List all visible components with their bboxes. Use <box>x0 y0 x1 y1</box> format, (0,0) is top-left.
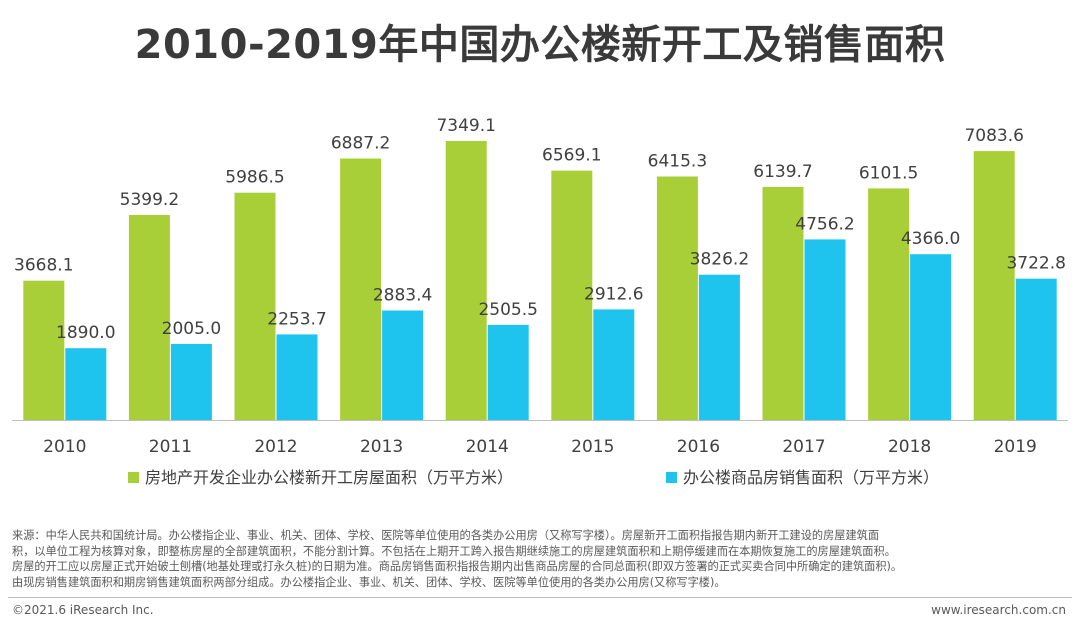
bar-new-construction-2015 <box>551 170 593 420</box>
chart-title: 2010-2019年中国办公楼新开工及销售面积 <box>134 22 946 68</box>
data-label: 6569.1 <box>542 146 601 166</box>
x-tick-label: 2019 <box>994 437 1037 457</box>
data-label: 2253.7 <box>267 309 326 329</box>
website-url: www.iresearch.com.cn <box>931 603 1066 617</box>
data-label: 4366.0 <box>901 229 960 249</box>
source-footnote: 来源：中华人民共和国统计局。办公楼指企业、事业、机关、团体、学校、医院等单位使用… <box>12 528 1068 590</box>
bar-new-construction-2013 <box>340 158 382 420</box>
footnote-line: 来源：中华人民共和国统计局。办公楼指企业、事业、机关、团体、学校、医院等单位使用… <box>12 529 880 542</box>
x-tick-label: 2014 <box>466 437 509 457</box>
bar-new-construction-2017 <box>762 186 804 420</box>
data-label: 7083.6 <box>964 126 1023 146</box>
legend-label: 办公楼商品房销售面积（万平方米） <box>683 468 939 487</box>
bar-new-construction-2016 <box>656 176 698 420</box>
x-tick-label: 2011 <box>149 437 192 457</box>
data-label: 2505.5 <box>478 300 537 320</box>
data-label: 7349.1 <box>436 116 495 136</box>
data-label: 3826.2 <box>690 250 749 270</box>
footnote-line: 由现房销售建筑面积和期房销售建筑面积两部分组成。办公楼指企业、事业、机关、团体、… <box>12 575 726 589</box>
x-tick-label: 2018 <box>888 437 931 457</box>
x-tick-label: 2013 <box>360 437 403 457</box>
bar-sales-2015 <box>593 309 635 420</box>
legend-swatch-sales <box>666 472 677 483</box>
data-label: 2883.4 <box>373 286 432 306</box>
bar-sales-2010 <box>65 348 107 420</box>
bar-sales-2019 <box>1015 278 1057 420</box>
bar-new-construction-2014 <box>445 141 487 420</box>
bar-new-construction-2010 <box>23 280 65 420</box>
x-tick-label: 2016 <box>677 437 720 457</box>
data-label: 6887.2 <box>331 134 390 154</box>
legend-swatch-new-construction <box>128 472 139 483</box>
bar-new-construction-2019 <box>973 151 1015 420</box>
data-label: 5986.5 <box>225 168 284 188</box>
bar-new-construction-2012 <box>234 192 276 420</box>
bar-sales-2017 <box>804 239 846 420</box>
x-tick-label: 2017 <box>782 437 825 457</box>
bar-new-construction-2011 <box>128 215 170 420</box>
bar-sales-2014 <box>487 324 529 420</box>
footer-divider <box>8 597 1072 598</box>
data-label: 4756.2 <box>795 214 854 234</box>
data-label: 2912.6 <box>584 284 643 304</box>
footnote-line: 房屋的开工应以房屋正式开始破土刨槽(地基处理或打永久桩)的日期为准。商品房销售面… <box>12 560 903 573</box>
bar-sales-2011 <box>170 343 212 420</box>
bar-new-construction-2018 <box>868 188 910 420</box>
data-label: 3722.8 <box>1006 254 1065 274</box>
x-tick-label: 2010 <box>43 437 86 457</box>
data-label: 6101.5 <box>859 163 918 183</box>
data-label: 1890.0 <box>56 323 115 343</box>
copyright: ©2021.6 iResearch Inc. <box>12 603 154 617</box>
data-label: 3668.1 <box>14 256 73 276</box>
bar-sales-2018 <box>910 254 952 420</box>
x-tick-label: 2015 <box>571 437 614 457</box>
data-label: 2005.0 <box>162 319 221 339</box>
legend-label: 房地产开发企业办公楼新开工房屋面积（万平方米） <box>145 468 513 487</box>
x-tick-label: 2012 <box>254 437 297 457</box>
data-label: 5399.2 <box>120 190 179 210</box>
bar-sales-2016 <box>698 274 740 420</box>
bar-chart: 3668.1 1890.0 2010 5399.2 2005.0 2011 5986.5 22… <box>12 116 1068 487</box>
data-label: 6415.3 <box>648 152 707 172</box>
bar-sales-2013 <box>382 310 424 420</box>
bar-sales-2012 <box>276 334 318 420</box>
data-label: 6139.7 <box>753 162 812 182</box>
footnote-line: 积，以单位工程为核算对象，即整栋房屋的全部建筑面积，不能分割计算。不包括在上期开… <box>12 544 896 558</box>
